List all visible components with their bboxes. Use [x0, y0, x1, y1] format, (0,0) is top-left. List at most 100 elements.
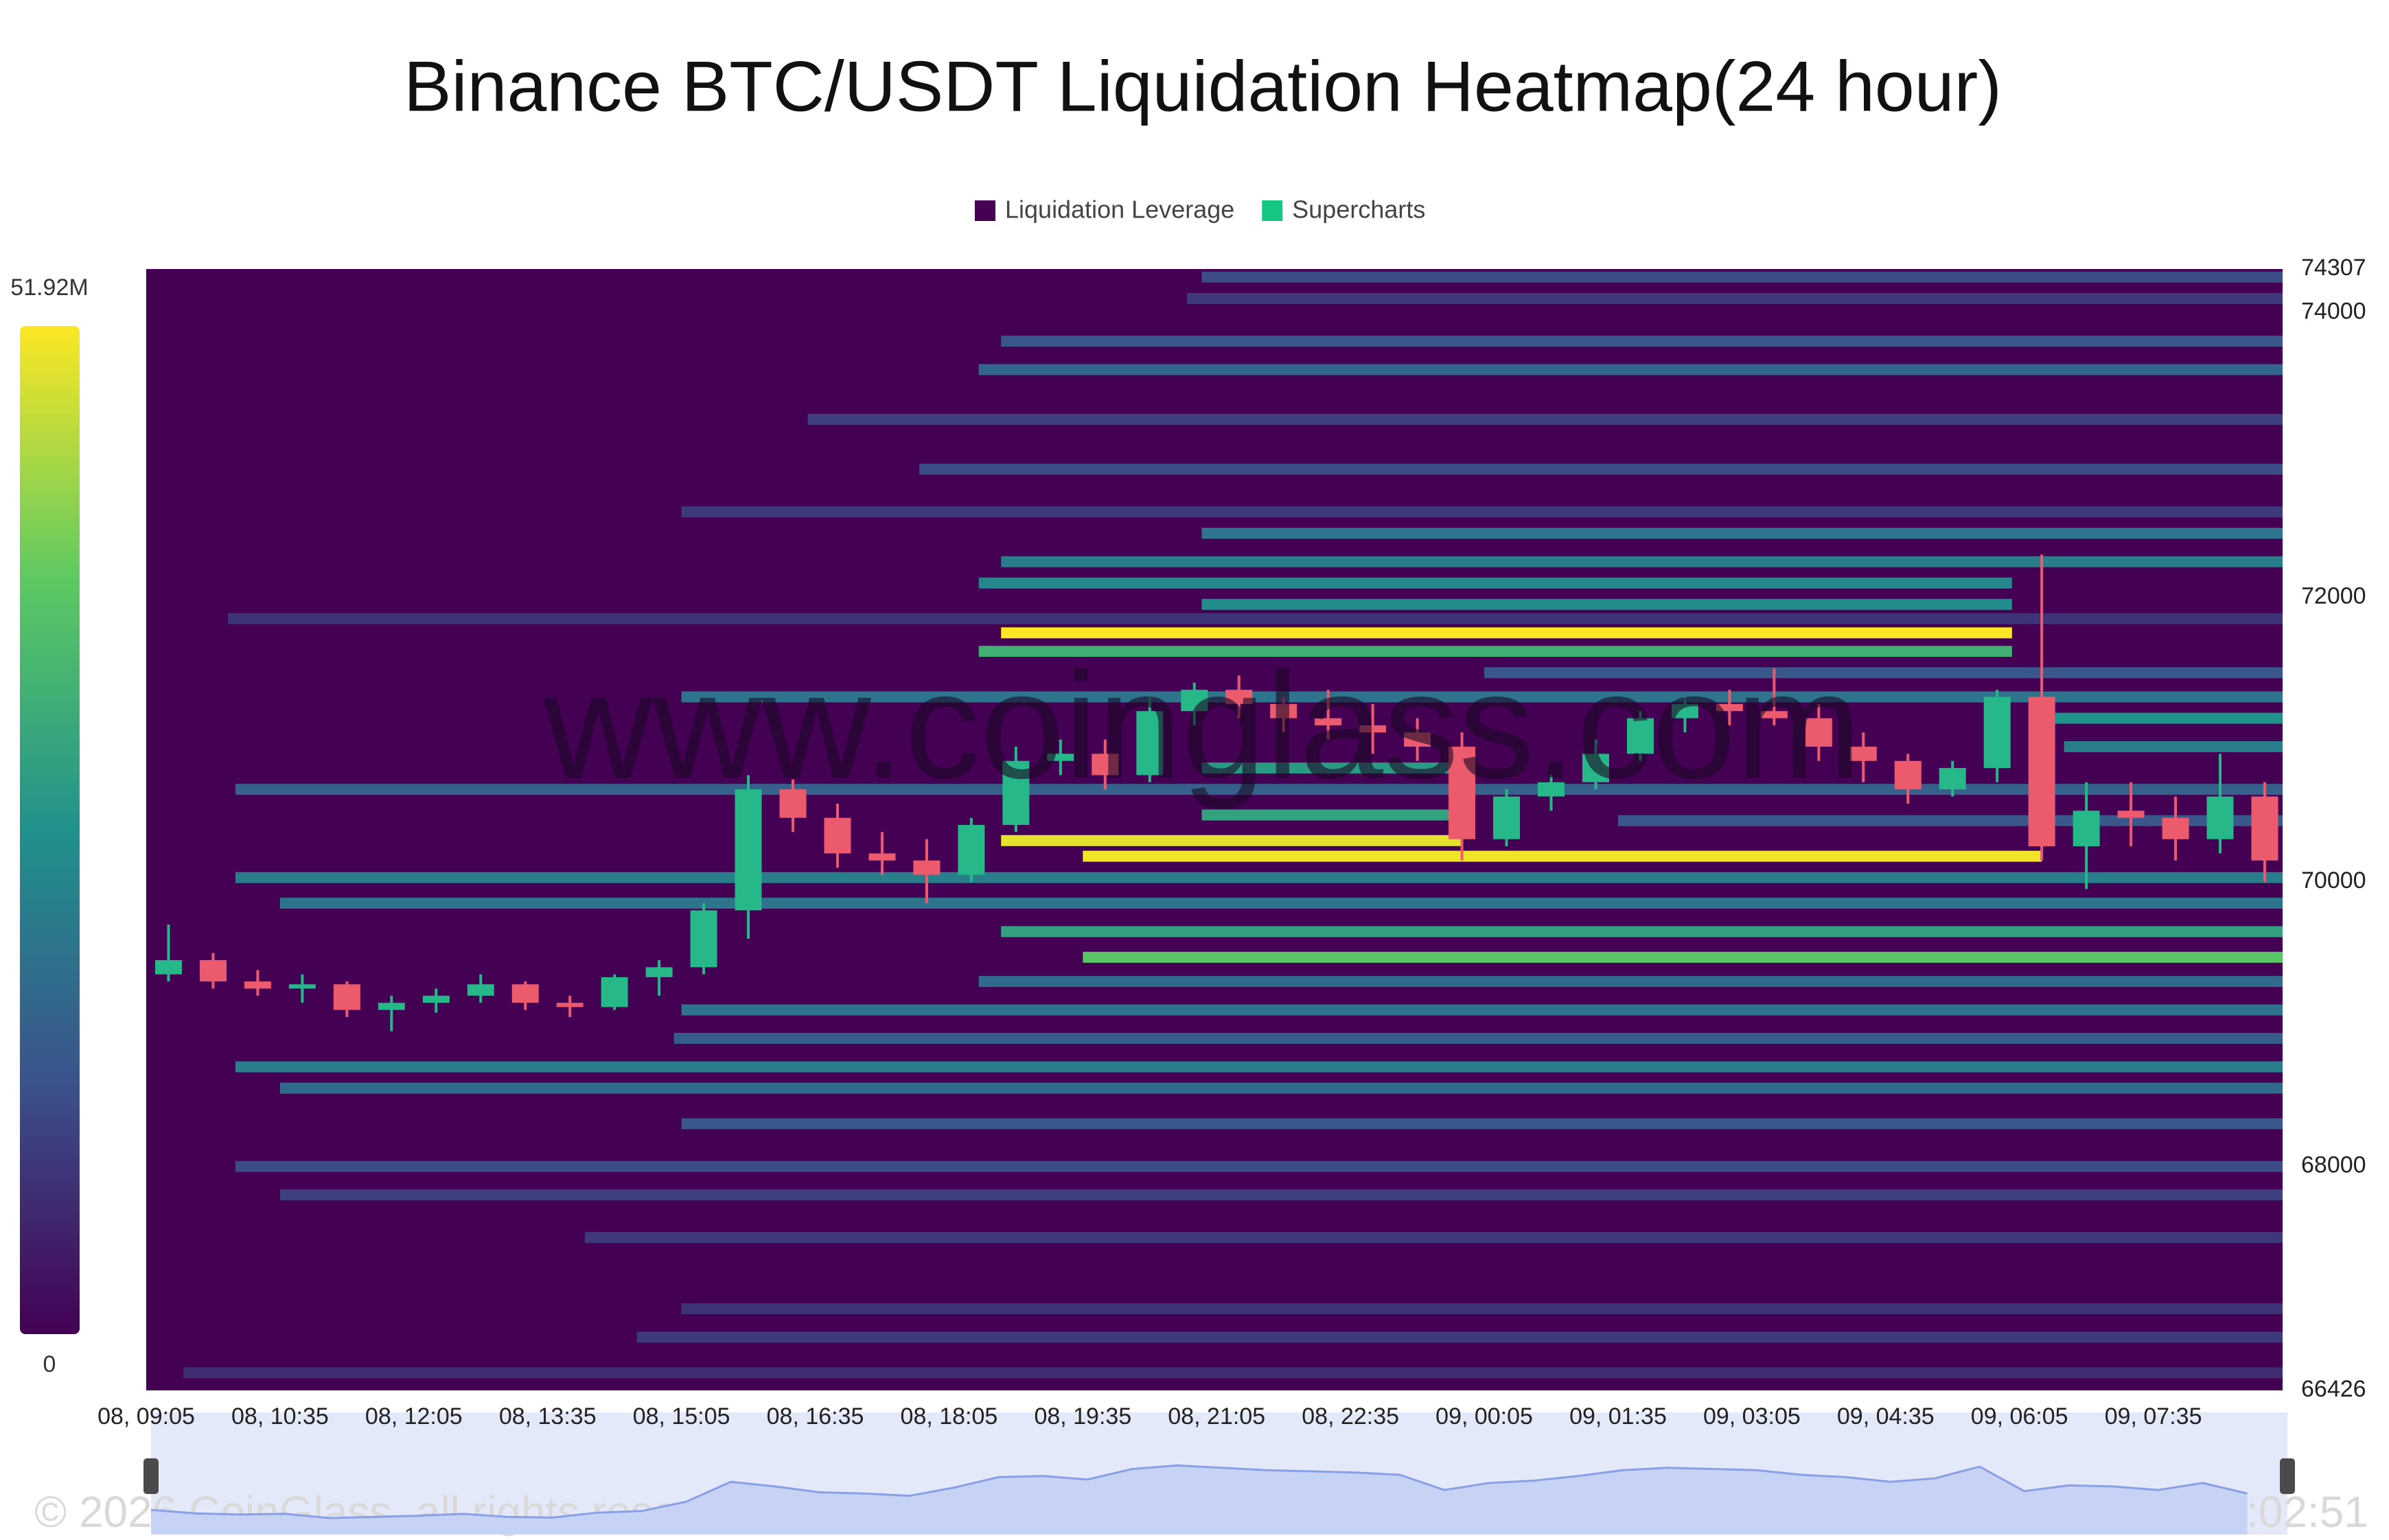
candle-body — [779, 789, 807, 818]
colorbar — [20, 326, 80, 1334]
colorbar-label: 0 — [43, 1351, 56, 1377]
candle-body — [1359, 725, 1387, 733]
candle-body — [913, 860, 940, 875]
candle-body — [2206, 796, 2234, 839]
x-tick-label: 08, 15:05 — [633, 1403, 730, 1430]
x-tick-label: 09, 07:35 — [2105, 1403, 2202, 1430]
candle-body — [1225, 690, 1253, 704]
candle-body — [1716, 703, 1743, 712]
liquidation-band — [279, 1082, 2283, 1094]
x-tick-label: 09, 04:35 — [1837, 1403, 1935, 1430]
legend-label: Liquidation Leverage — [1005, 196, 1234, 224]
candle-body — [824, 817, 851, 854]
candle-body — [1939, 768, 1966, 790]
liquidation-band — [919, 463, 2283, 475]
x-tick-label: 08, 18:05 — [901, 1403, 998, 1430]
heatmap-background — [146, 269, 2283, 1390]
navigator-area — [151, 1465, 2248, 1535]
candle-body — [735, 789, 762, 911]
candle-body — [1181, 690, 1208, 712]
candle-body — [1849, 747, 1877, 761]
liquidation-band — [673, 1033, 2283, 1045]
x-tick-label: 09, 03:05 — [1703, 1403, 1801, 1430]
navigator-handle[interactable] — [2280, 1458, 2295, 1494]
liquidation-band — [1201, 528, 2283, 539]
liquidation-band — [681, 691, 2283, 703]
x-tick-label: 09, 06:05 — [1971, 1403, 2068, 1430]
liquidation-band — [1617, 815, 2283, 826]
candle-body — [378, 1003, 405, 1010]
liquidation-band — [978, 364, 2283, 375]
y-tick-label: 74307 — [2301, 255, 2366, 281]
candle-body — [2251, 796, 2278, 861]
liquidation-band — [183, 1367, 2283, 1379]
liquidation-band — [681, 1303, 2283, 1314]
x-tick-label: 08, 21:05 — [1168, 1403, 1265, 1430]
y-tick-label: 70000 — [2301, 867, 2366, 894]
navigator-handle[interactable] — [143, 1458, 159, 1494]
navigator-line — [150, 1464, 2248, 1519]
candle-body — [601, 977, 628, 1007]
liquidation-band — [1484, 667, 2283, 679]
chart-title: Binance BTC/USDT Liquidation Heatmap(24 … — [404, 47, 2002, 126]
y-tick-label: 72000 — [2301, 583, 2366, 609]
candle-body — [1136, 711, 1164, 775]
candle-body — [511, 984, 539, 1003]
candle-body — [1805, 718, 1832, 747]
candle-body — [244, 981, 271, 989]
x-tick-label: 08, 13:35 — [499, 1403, 597, 1430]
liquidation-band — [235, 1061, 2283, 1073]
candle-body — [154, 960, 182, 975]
liquidation-band — [279, 1189, 2283, 1201]
liquidation-band — [1083, 951, 2283, 963]
liquidation-band — [584, 1232, 2283, 1244]
candle-body — [868, 853, 896, 861]
legend-swatch — [1262, 200, 1283, 221]
candle-body — [1092, 754, 1119, 775]
candle-body — [288, 984, 316, 989]
candle-body — [958, 825, 985, 875]
candle-body — [1538, 782, 1565, 797]
liquidation-band — [1001, 835, 1462, 846]
y-tick-label: 66426 — [2301, 1376, 2366, 1402]
watermark: www.coinglass.com — [543, 641, 1862, 810]
x-tick-label: 08, 12:05 — [365, 1403, 463, 1430]
x-tick-label: 08, 16:35 — [767, 1403, 864, 1430]
candle-body — [556, 1003, 584, 1007]
candle-body — [1047, 754, 1074, 761]
liquidation-band — [1001, 627, 2012, 639]
liquidation-band — [235, 872, 2283, 883]
x-tick-label: 08, 10:35 — [231, 1403, 329, 1430]
candle-body — [1493, 796, 1521, 839]
candle-body — [690, 910, 717, 968]
x-tick-label: 08, 19:35 — [1034, 1403, 1131, 1430]
candle-body — [2117, 810, 2145, 818]
candle-body — [1315, 718, 1342, 725]
candle-body — [1983, 697, 2011, 769]
y-tick-label: 74000 — [2301, 299, 2366, 325]
liquidation-band — [235, 1160, 2283, 1172]
candle-body — [1894, 760, 1921, 790]
liquidation-band — [1001, 926, 2283, 937]
liquidation-band — [2064, 741, 2283, 753]
liquidation-band — [1083, 850, 2042, 862]
candle-body — [1002, 760, 1030, 826]
x-tick-label: 09, 00:05 — [1435, 1403, 1533, 1430]
liquidation-band — [228, 613, 2283, 625]
heatmap — [146, 269, 2283, 1390]
candle-body — [1626, 718, 1654, 754]
liquidation-band — [279, 898, 2283, 909]
liquidation-band — [636, 1331, 2283, 1343]
liquidation-band — [1001, 336, 2283, 347]
candle-body — [1671, 703, 1698, 719]
candle-body — [467, 984, 494, 996]
candle-body — [1404, 732, 1431, 747]
liquidation-band — [1001, 556, 2283, 568]
liquidation-band — [681, 1118, 2283, 1130]
liquidation-band — [2042, 712, 2283, 724]
candle-body — [1449, 747, 1476, 839]
x-tick-label: 08, 22:35 — [1302, 1403, 1399, 1430]
legend-swatch — [975, 200, 995, 221]
